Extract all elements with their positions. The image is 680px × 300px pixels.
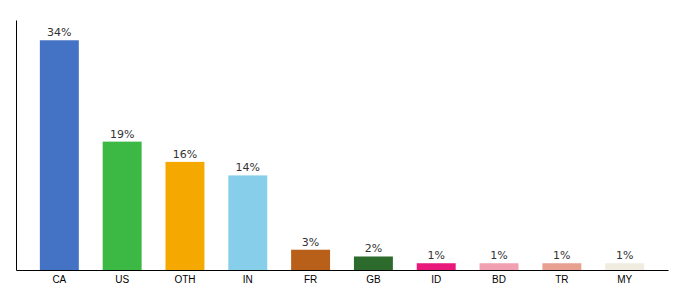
x-tick-label: MY: [617, 274, 632, 285]
data-label: 1%: [490, 249, 507, 262]
x-tick: IN: [243, 270, 253, 285]
bar: [165, 162, 204, 270]
x-tick-label: FR: [304, 274, 317, 285]
x-tick-label: CA: [52, 274, 66, 285]
data-label: 14%: [236, 161, 260, 174]
data-label: 2%: [365, 242, 382, 255]
x-tick-label: TR: [555, 274, 568, 285]
data-label: 1%: [616, 249, 633, 262]
plot: CA US OTH IN FR GB ID BD TR MY 34% 19% 16% 14% 3% 2% 1% 1…: [17, 21, 669, 286]
bar: [605, 263, 644, 270]
x-axis-line: [17, 270, 669, 271]
x-tick: CA: [52, 270, 66, 285]
data-label: 3%: [302, 236, 319, 249]
bar: [480, 263, 519, 270]
bar: [354, 256, 393, 270]
y-axis-line: [16, 21, 17, 271]
x-tick-label: GB: [366, 274, 381, 285]
data-label: 16%: [173, 148, 197, 161]
bars: [40, 40, 644, 270]
data-label: 1%: [427, 249, 444, 262]
x-tick: GB: [366, 270, 381, 285]
x-tick: OTH: [174, 270, 195, 285]
data-labels: 34% 19% 16% 14% 3% 2% 1% 1% 1% 1%: [47, 26, 633, 262]
bar: [103, 142, 142, 270]
data-label: 34%: [47, 26, 71, 39]
x-tick: TR: [555, 270, 568, 285]
x-tick-label: US: [115, 274, 129, 285]
x-tick: FR: [304, 270, 317, 285]
x-tick-label: IN: [243, 274, 253, 285]
x-tick: US: [115, 270, 129, 285]
bar: [417, 263, 456, 270]
data-label: 1%: [553, 249, 570, 262]
bar: [40, 40, 79, 270]
x-axis: CA US OTH IN FR GB ID BD TR MY: [17, 270, 669, 285]
y-axis: [16, 21, 17, 271]
bar: [291, 250, 330, 270]
x-tick: ID: [431, 270, 441, 285]
x-tick-label: ID: [431, 274, 441, 285]
bar: [542, 263, 581, 270]
x-tick: MY: [617, 270, 632, 285]
bar: [228, 175, 267, 270]
chart: CA US OTH IN FR GB ID BD TR MY 34% 19% 16% 14% 3% 2% 1% 1…: [0, 0, 680, 300]
data-label: 19%: [110, 128, 134, 141]
x-tick: BD: [492, 270, 506, 285]
x-tick-label: OTH: [174, 274, 195, 285]
x-tick-label: BD: [492, 274, 506, 285]
